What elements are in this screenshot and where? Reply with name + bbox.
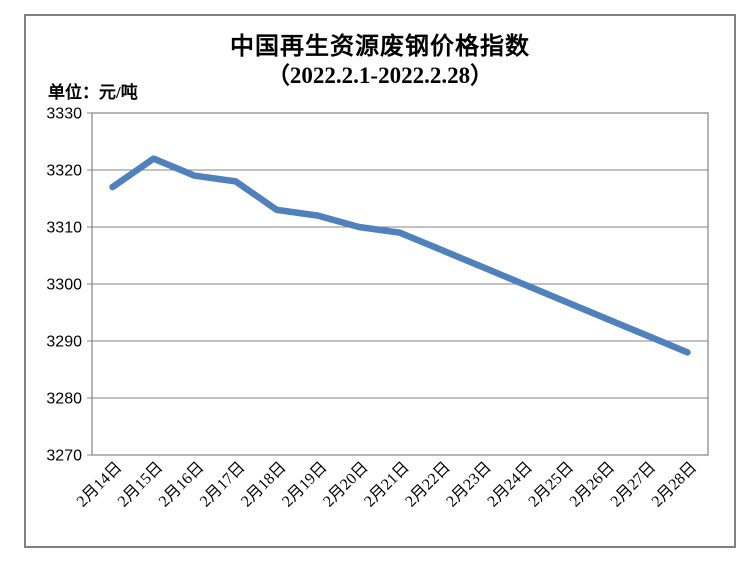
x-tick-label: 2月19日 — [279, 459, 331, 511]
y-tick-label: 3310 — [46, 220, 82, 237]
y-tick-label: 3290 — [46, 334, 82, 351]
y-tick-label: 3270 — [46, 448, 82, 465]
x-tick-label: 2月27日 — [608, 459, 660, 511]
y-tick-label: 3330 — [46, 106, 82, 123]
y-tick-label: 3320 — [46, 163, 82, 180]
y-tick-label: 3280 — [46, 391, 82, 408]
x-tick-label: 2月17日 — [197, 459, 249, 511]
x-tick-label: 2月24日 — [484, 459, 536, 511]
x-tick-label: 2月21日 — [361, 459, 413, 511]
y-tick-label: 3300 — [46, 277, 82, 294]
x-tick-label: 2月16日 — [156, 459, 208, 511]
x-tick-label: 2月26日 — [567, 459, 619, 511]
unit-label: 单位：元/吨 — [48, 83, 138, 102]
x-tick-label: 2月14日 — [74, 459, 126, 511]
chart-frame — [24, 14, 736, 548]
x-tick-label: 2月20日 — [320, 459, 372, 511]
x-tick-label: 2月22日 — [402, 459, 454, 511]
chart-title: 中国再生资源废钢价格指数 — [230, 34, 530, 60]
x-tick-label: 2月15日 — [115, 459, 167, 511]
plot-border — [91, 112, 709, 456]
x-tick-label: 2月28日 — [649, 459, 701, 511]
x-tick-label: 2月25日 — [525, 459, 577, 511]
chart-subtitle: （2022.2.1-2022.2.28） — [266, 63, 494, 88]
x-tick-label: 2月18日 — [238, 459, 290, 511]
x-tick-label: 2月23日 — [443, 459, 495, 511]
price-line — [109, 155, 691, 356]
